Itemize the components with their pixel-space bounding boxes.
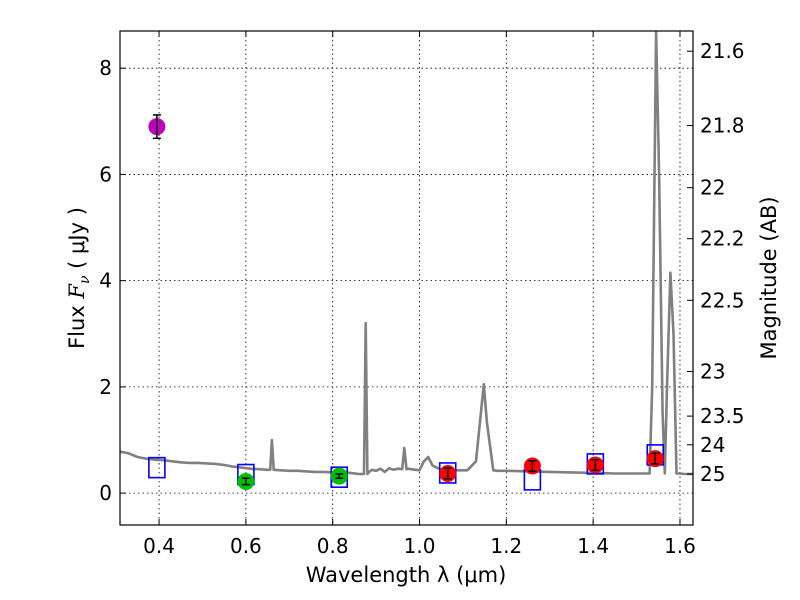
x-axis-label: Wavelength λ (μm) — [306, 563, 507, 587]
y2-tick-label: 23.5 — [700, 404, 745, 428]
y2-tick-label: 21.6 — [700, 39, 745, 63]
y2-tick-label: 22.2 — [700, 227, 745, 251]
x-tick-label: 0.4 — [143, 534, 175, 558]
axis-ticks: 0.4 0.6 0.8 1.0 1.2 1.4 1.60246821.621.82222.2… — [99, 31, 745, 558]
y2-tick-label: 23 — [700, 359, 725, 383]
plot-area — [120, 31, 693, 525]
y-axis-label: Flux Fν ( μJy ) — [65, 207, 93, 349]
x-tick-label: 1.4 — [577, 534, 609, 558]
y2-axis-label: Magnitude (AB) — [757, 196, 781, 359]
y-tick-label: 8 — [99, 56, 112, 80]
x-tick-label: 1.6 — [664, 534, 696, 558]
y2-tick-label: 24 — [700, 433, 725, 457]
y-tick-label: 4 — [99, 269, 112, 293]
y2-tick-label: 22.5 — [700, 288, 745, 312]
error-bars — [152, 114, 660, 486]
data-layer — [120, 31, 693, 491]
y-tick-label: 6 — [99, 162, 112, 186]
x-tick-label: 0.6 — [230, 534, 262, 558]
y2-tick-label: 25 — [700, 462, 725, 486]
y-tick-label: 0 — [99, 481, 112, 505]
y-tick-label: 2 — [99, 375, 112, 399]
y2-tick-label: 21.8 — [700, 114, 745, 138]
x-tick-label: 1.2 — [490, 534, 522, 558]
model-spectrum-line — [120, 31, 693, 476]
y2-tick-label: 22 — [700, 176, 725, 200]
x-tick-label: 0.8 — [317, 534, 349, 558]
x-tick-label: 1.0 — [404, 534, 436, 558]
plot-frame — [119, 30, 694, 526]
model-photometry-square — [148, 456, 166, 479]
grid — [120, 31, 693, 525]
